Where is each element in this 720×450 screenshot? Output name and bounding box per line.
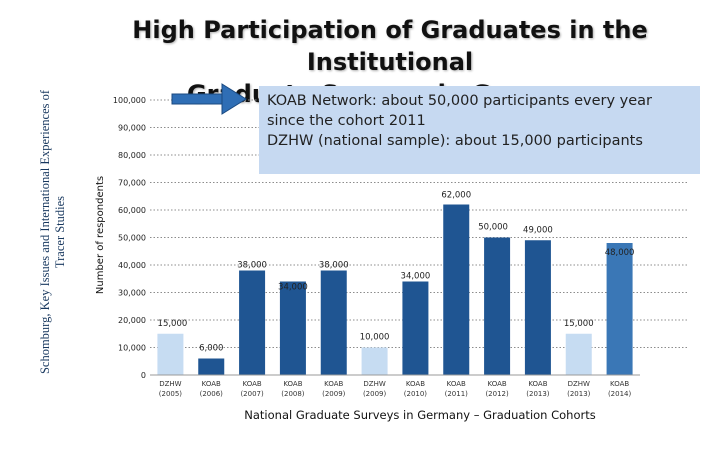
bar (239, 270, 266, 375)
callout-line2: since the cohort 2011 (267, 113, 426, 129)
callout-arrow (171, 83, 247, 115)
y-tick-label: 40,000 (118, 261, 146, 270)
bar (606, 243, 633, 375)
data-label: 34,000 (278, 283, 308, 293)
bar (402, 281, 429, 375)
x-tick-label-name: KOAB (242, 380, 261, 388)
y-tick-label: 50,000 (118, 234, 146, 243)
title-line1: High Participation of Graduates in the I… (132, 16, 648, 76)
x-tick-label-name: KOAB (528, 380, 547, 388)
data-label: 15,000 (564, 319, 594, 329)
x-tick-label-year: (2013) (526, 390, 550, 398)
x-tick-label-name: KOAB (487, 380, 506, 388)
x-tick-label-year: (2009) (322, 390, 346, 398)
y-axis-title: Number of respondents (95, 175, 106, 295)
data-labels: 15,000 6,000 38,000 34,000 38,000 10,000 34,00… (158, 191, 635, 354)
data-label: 34,000 (401, 272, 431, 282)
x-tick-label-year: (2009) (363, 390, 387, 398)
x-tick-label-name: KOAB (202, 380, 221, 388)
x-tick-label-year: (2007) (240, 390, 264, 398)
y-tick-label: 70,000 (118, 179, 146, 188)
y-tick-label: 100,000 (113, 96, 146, 105)
bar (279, 281, 306, 375)
bar (443, 204, 470, 375)
x-tick-label-name: KOAB (610, 380, 629, 388)
x-tick-label-year: (2014) (608, 390, 632, 398)
callout-box: KOAB Network: about 50,000 participants … (259, 86, 700, 174)
data-label: 10,000 (360, 333, 390, 343)
x-tick-label-name: DZHW (363, 380, 385, 388)
data-label: 62,000 (441, 191, 471, 201)
y-tick-label: 20,000 (118, 316, 146, 325)
x-tick-label-year: (2013) (567, 390, 591, 398)
bar (361, 347, 388, 375)
bar (524, 240, 551, 375)
x-tick-label-name: KOAB (406, 380, 425, 388)
x-tick-label-name: DZHW (159, 380, 181, 388)
data-label: 38,000 (237, 261, 267, 271)
data-label: 50,000 (478, 223, 508, 233)
x-tick-label-name: KOAB (283, 380, 302, 388)
callout-line1: KOAB Network: about 50,000 participants … (267, 93, 652, 109)
bar (565, 333, 592, 375)
y-tick-label: 80,000 (118, 151, 146, 160)
y-axis-ticks: 0 10,000 20,000 30,000 40,000 50,000 60,000 70,… (113, 96, 146, 380)
y-tick-label: 10,000 (118, 344, 146, 353)
x-tick-label-year: (2005) (159, 390, 183, 398)
bar (484, 237, 511, 375)
x-tick-label-year: (2011) (445, 390, 469, 398)
x-axis-ticks: DZHW (2005) KOAB (2006) KOAB (2007) KOAB (2008)… (159, 380, 632, 398)
bar (198, 358, 225, 375)
x-tick-label-year: (2006) (200, 390, 224, 398)
x-axis-title: National Graduate Surveys in Germany – G… (244, 408, 596, 422)
bar (157, 333, 184, 375)
x-tick-label-name: DZHW (568, 380, 590, 388)
bars (157, 204, 633, 375)
data-label: 49,000 (523, 225, 553, 235)
x-tick-label-year: (2012) (485, 390, 509, 398)
data-label: 15,000 (158, 319, 188, 329)
data-label: 38,000 (319, 261, 349, 271)
arrow-shaft (171, 93, 225, 105)
x-tick-label-name: KOAB (324, 380, 343, 388)
callout-line3: DZHW (national sample): about 15,000 par… (267, 133, 643, 149)
data-label: 6,000 (199, 344, 223, 354)
y-tick-label: 60,000 (118, 206, 146, 215)
bar (320, 270, 347, 375)
y-tick-label: 0 (141, 371, 146, 380)
x-tick-label-year: (2010) (404, 390, 428, 398)
y-tick-label: 90,000 (118, 124, 146, 133)
x-tick-label-year: (2008) (281, 390, 305, 398)
y-tick-label: 30,000 (118, 289, 146, 298)
arrow-head (221, 83, 247, 115)
x-tick-label-name: KOAB (447, 380, 466, 388)
data-label: 48,000 (605, 248, 635, 258)
